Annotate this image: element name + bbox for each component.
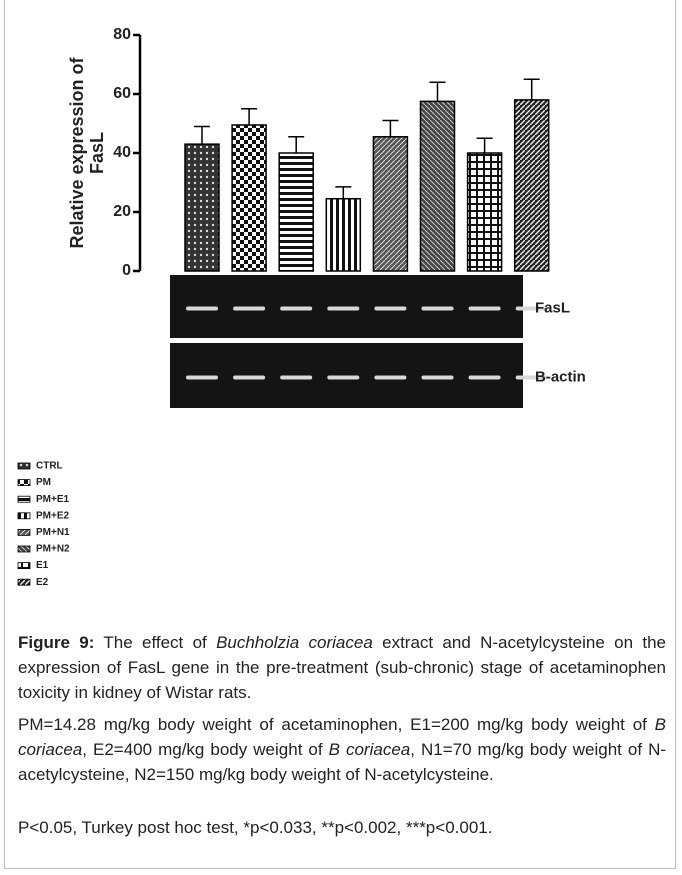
gel-band bbox=[515, 375, 548, 380]
gel-band bbox=[233, 306, 266, 311]
caption-text: Buchholzia coriacea bbox=[216, 633, 373, 652]
gel-band bbox=[468, 375, 501, 380]
note-text: , N1=70 mg/kg body weight of N-acetylcys… bbox=[18, 740, 667, 784]
y-axis-label-line: Relative expression of bbox=[67, 56, 87, 248]
gel-label: FasL bbox=[535, 299, 570, 316]
legend-swatch bbox=[17, 512, 31, 520]
bar bbox=[231, 124, 267, 272]
error-bar bbox=[429, 81, 446, 102]
gel-band bbox=[233, 375, 266, 380]
bar bbox=[419, 100, 456, 272]
legend-swatch bbox=[17, 479, 31, 487]
gel-band bbox=[374, 306, 407, 311]
error-bar bbox=[288, 136, 305, 153]
gel-band bbox=[327, 306, 360, 311]
legend-swatch bbox=[17, 529, 31, 536]
gel-band bbox=[327, 375, 360, 380]
legend-swatch bbox=[17, 462, 31, 470]
error-bar bbox=[476, 137, 493, 153]
y-axis-label-line: FasL bbox=[87, 132, 107, 174]
legend-label: E1 bbox=[36, 560, 49, 571]
error-bar bbox=[241, 108, 258, 125]
legend-label: PM+N1 bbox=[36, 527, 70, 538]
y-tick-label: 60 bbox=[113, 85, 131, 102]
bar bbox=[513, 99, 550, 272]
legend-label: PM bbox=[36, 477, 51, 488]
legend-label: E2 bbox=[36, 577, 49, 588]
bar bbox=[372, 136, 409, 272]
error-bar bbox=[194, 125, 210, 145]
caption-label: Figure 9: bbox=[18, 633, 95, 652]
statistics-note: P<0.05, Turkey post hoc test, *p<0.033, … bbox=[18, 818, 493, 837]
bar bbox=[466, 152, 503, 272]
gel-band bbox=[186, 375, 218, 380]
bar bbox=[278, 152, 314, 272]
caption-text: The effect of bbox=[94, 633, 217, 652]
gel-band bbox=[421, 306, 454, 311]
gel-band bbox=[468, 306, 501, 311]
caption-text: extract and N-acetylcysteine on the expr… bbox=[18, 633, 666, 702]
gel-band bbox=[280, 306, 313, 311]
gel-label: B-actin bbox=[535, 368, 586, 385]
note-text: , E2=400 mg/kg body weight of bbox=[82, 740, 329, 759]
legend-swatch bbox=[17, 545, 31, 553]
gel-band bbox=[515, 306, 548, 311]
note-text: B coriacea bbox=[18, 715, 666, 759]
error-bar bbox=[523, 78, 540, 100]
legend-label: PM+E2 bbox=[36, 510, 70, 521]
gel-band bbox=[280, 375, 313, 380]
y-tick-label: 40 bbox=[113, 144, 131, 161]
y-axis-label: Relative expression ofFasL bbox=[67, 56, 107, 248]
legend-swatch bbox=[17, 562, 31, 569]
note-text: B coriacea bbox=[328, 740, 411, 759]
legend-swatch bbox=[17, 495, 31, 503]
gel-band bbox=[186, 306, 218, 311]
note-text: PM=14.28 mg/kg body weight of acetaminop… bbox=[18, 715, 655, 734]
bar bbox=[184, 143, 220, 272]
figure-frame bbox=[4, 0, 676, 869]
legend-swatch bbox=[17, 578, 31, 586]
y-tick-label: 20 bbox=[113, 203, 131, 220]
abbreviations: PM=14.28 mg/kg body weight of acetaminop… bbox=[18, 712, 666, 787]
figure-caption: Figure 9: The effect of Buchholzia coria… bbox=[18, 630, 666, 705]
legend-label: CTRL bbox=[36, 461, 63, 472]
legend-label: PM+N2 bbox=[36, 544, 70, 555]
error-bar bbox=[335, 186, 352, 199]
gel-band bbox=[374, 375, 407, 380]
error-bar bbox=[382, 119, 399, 137]
y-tick-label: 80 bbox=[113, 26, 131, 43]
bar bbox=[325, 197, 362, 272]
legend-label: PM+E1 bbox=[36, 494, 70, 505]
y-tick-label: 0 bbox=[122, 262, 131, 279]
gel-band bbox=[421, 375, 454, 380]
